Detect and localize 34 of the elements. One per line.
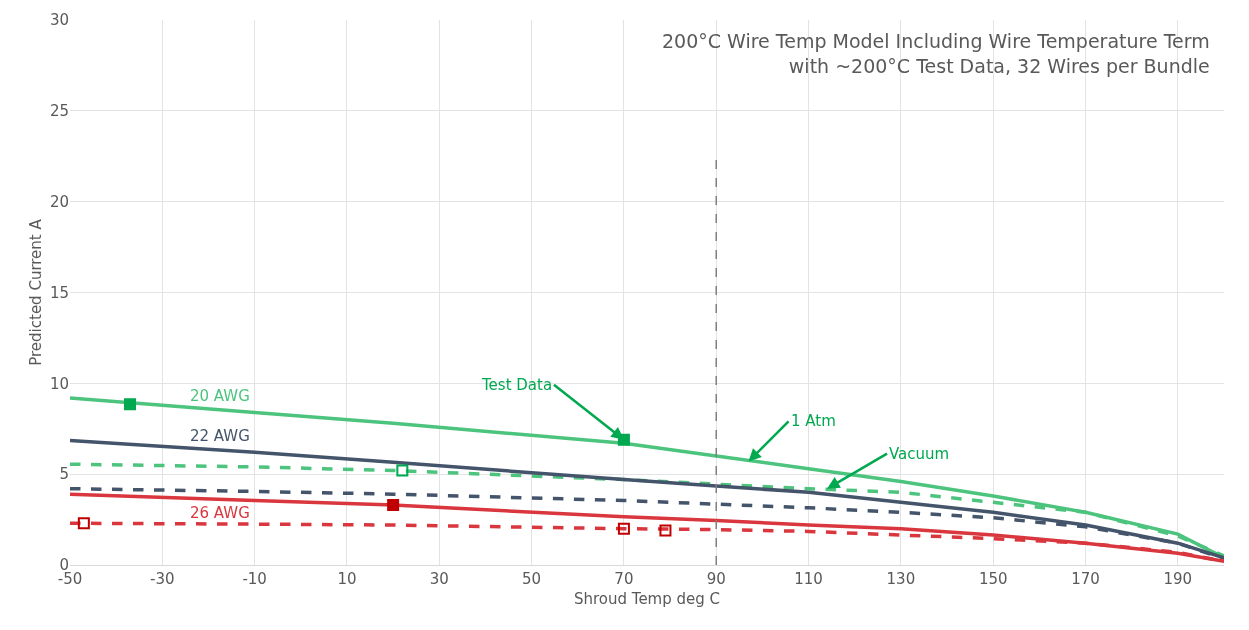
x-axis-title: Shroud Temp deg C — [573, 590, 721, 608]
series-label: 22 AWG — [190, 427, 250, 445]
y-tick-label: 30 — [49, 11, 69, 30]
x-tick-label: 50 — [522, 570, 542, 588]
y-tick-label: 15 — [49, 283, 69, 302]
y-tick-label: 5 — [59, 465, 69, 484]
y-tick-label: 25 — [49, 102, 69, 121]
x-tick-label: 170 — [1071, 570, 1100, 588]
x-tick-label: 110 — [794, 570, 823, 588]
x-tick-label: -10 — [242, 570, 267, 588]
x-tick-label: 190 — [1163, 570, 1193, 588]
point — [124, 398, 137, 411]
y-tick-label: 10 — [49, 374, 69, 393]
y-axis-title: Predicted Current A — [27, 218, 46, 366]
series-label: 20 AWG — [190, 387, 250, 405]
text: with ~200°C Test Data, 32 Wires per Bundle — [788, 54, 1210, 77]
point — [387, 499, 400, 512]
x-tick-label: 70 — [614, 570, 634, 588]
point — [396, 464, 409, 477]
annotation: 1 Atm — [791, 412, 836, 430]
x-tick-label: -30 — [150, 570, 175, 588]
y-tick-label: 20 — [49, 192, 69, 211]
annotation: Test Data — [481, 376, 553, 394]
point — [659, 524, 672, 537]
text: 200°C Wire Temp Model Including Wire Temperature Term — [662, 30, 1210, 52]
point — [77, 517, 90, 530]
point — [617, 522, 630, 535]
x-tick-label: 90 — [706, 570, 726, 588]
series-label: 26 AWG — [190, 504, 250, 522]
annotation: Vacuum — [889, 445, 950, 463]
x-tick-label: 150 — [978, 570, 1008, 588]
x-tick-label: 10 — [337, 570, 357, 588]
x-tick-label: 30 — [429, 570, 449, 588]
x-tick-label: 130 — [886, 570, 916, 588]
